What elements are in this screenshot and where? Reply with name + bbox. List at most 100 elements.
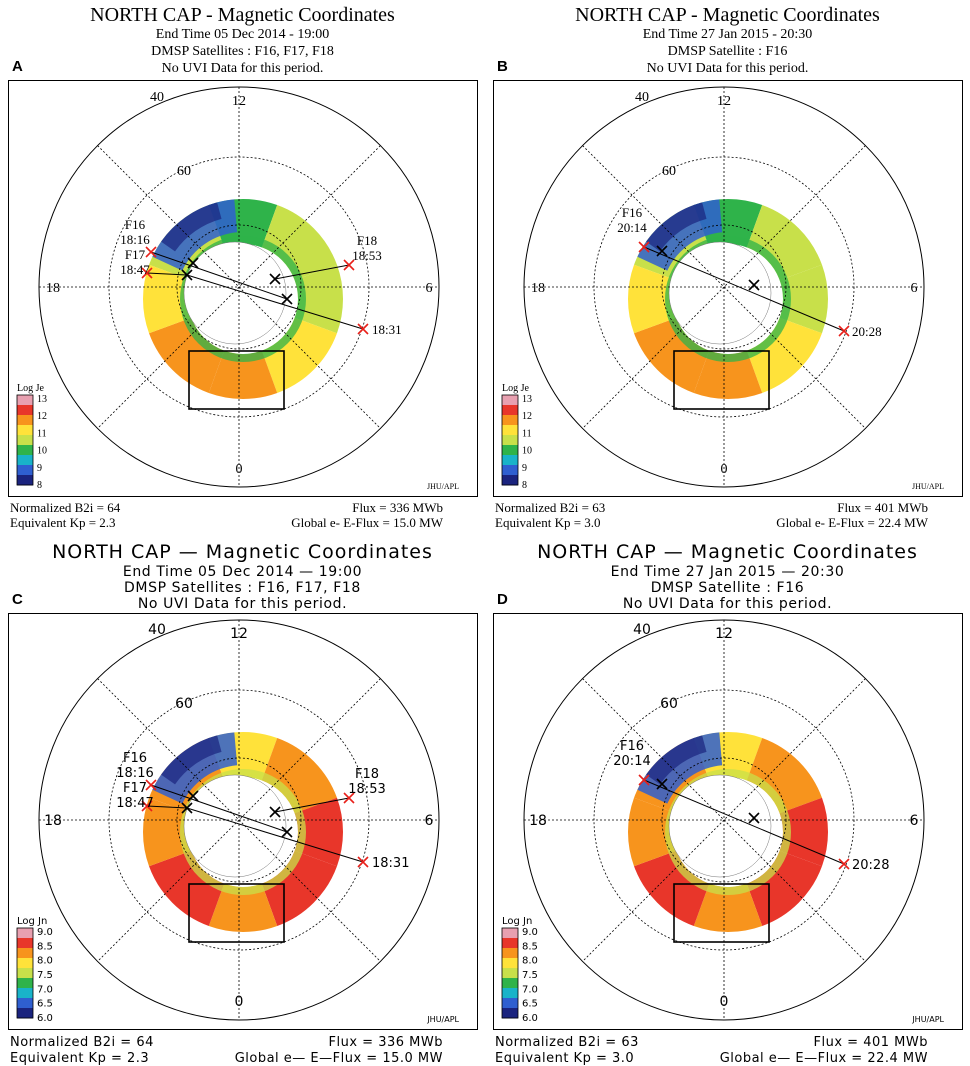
legend-swatch [502, 948, 518, 959]
oval-sector [779, 299, 828, 334]
b2i-value: 63 [621, 1035, 639, 1050]
oval-sector [149, 317, 225, 393]
track-label-time: 18:47 [116, 796, 153, 811]
track-line [643, 779, 845, 865]
legend-tick: 7.5 [37, 970, 53, 981]
panel-uvi-note: No UVI Data for this period. [622, 596, 833, 612]
track-label-time: 18:31 [372, 856, 409, 871]
kp-label: Equivalent Kp = [10, 515, 97, 530]
eflux-value: 15.0 MW [382, 1051, 443, 1066]
legend-swatch [502, 958, 518, 969]
kp-value: 2.3 [127, 1051, 150, 1066]
panel-a: NORTH CAP - Magnetic Coordinates End Tim… [0, 0, 485, 532]
kp-value: 3.0 [584, 515, 601, 530]
polar-plot: 12 18 6 0 40 60 F16 20:14 20:28 Log Jn 9.0 8.5 8.0 7.… [493, 613, 963, 1030]
oval-sector [693, 883, 763, 932]
flux-label: Flux = [837, 500, 872, 515]
legend-swatch [502, 938, 518, 949]
oval-sector [634, 850, 710, 926]
region-box [188, 350, 285, 410]
oval-sector [208, 350, 278, 399]
legend-tick: 10 [37, 446, 47, 457]
eflux-readout: Global e- E-Flux = 15.0 MW [291, 515, 443, 531]
track-start-marker [141, 800, 153, 812]
legend-frame [16, 394, 34, 486]
latitude-label-60: 60 [660, 696, 678, 712]
track-label-time: 20:14 [617, 220, 647, 235]
oval-sector [779, 832, 828, 867]
kp-readout: Equivalent Kp = 2.3 [10, 1051, 149, 1066]
track-start-marker [638, 774, 650, 786]
track-line [274, 264, 350, 280]
flux-value: 336 MWb [389, 500, 443, 515]
legend-tick: 8.0 [522, 956, 538, 967]
oval-sector [261, 738, 337, 814]
legend-tick: 11 [522, 428, 532, 439]
track-crossing-marker [269, 273, 281, 285]
legend-tick: 7.0 [37, 984, 53, 995]
legend-swatch [17, 948, 33, 959]
legend-title: Log Jn [502, 916, 532, 927]
oval-sector [143, 797, 192, 867]
mlt-label-0: 0 [721, 462, 728, 477]
oval-sector [779, 264, 828, 299]
panel-satellites: DMSP Satellites : F16, F17, F18 [151, 44, 334, 59]
track-line [274, 797, 350, 813]
region-box [673, 350, 770, 410]
track-crossing-marker [187, 790, 199, 802]
credit-label: JHU/APL [427, 482, 459, 491]
eflux-label: Global e— E—Flux = [719, 1051, 863, 1066]
legend-tick: 9.0 [37, 927, 53, 938]
oval-sector [646, 202, 707, 252]
mlt-label-0: 0 [236, 462, 243, 477]
panel-d: NORTH CAP — Magnetic Coordinates End Tim… [485, 533, 970, 1066]
b2i-label: Normalized B2i = [10, 500, 104, 515]
mlt-label-0: 0 [720, 994, 729, 1010]
panel-letter: B [497, 58, 508, 75]
color-legend: Log Jn9.0 8.5 8.0 7.5 7.0 6.5 6.0 [501, 916, 538, 1024]
legend-swatch [502, 395, 518, 406]
oval-sector [693, 350, 763, 399]
oval-sector [149, 850, 225, 926]
kp-label: Equivalent Kp = [10, 1051, 123, 1066]
legend-tick: 10 [522, 446, 532, 457]
b2i-label: Normalized B2i = [10, 1035, 132, 1050]
polar-cap [668, 241, 772, 345]
credit-label: JHU/APL [912, 482, 944, 491]
oval-sector [143, 264, 192, 334]
oval-sector [294, 264, 343, 299]
kp-value: 3.0 [612, 1051, 635, 1066]
oval-inner-rim [665, 769, 791, 895]
b2i-readout: Normalized B2i = 64 [10, 1035, 154, 1050]
legend-tick: 8.5 [37, 941, 53, 952]
mlt-grid-line [97, 678, 381, 962]
legend-swatch [502, 465, 518, 476]
track-crossing-marker [748, 812, 760, 824]
polar-plot: 12 18 6 0 40 60 F16 18:16 F17 18:47 F18 18:53 18:31 L… [8, 613, 478, 1030]
panel-satellites: DMSP Satellite : F16 [667, 44, 788, 59]
polar-cap [668, 774, 772, 878]
b2i-value: 64 [107, 500, 121, 515]
auroral-oval [143, 732, 343, 932]
region-box [188, 883, 285, 943]
latitude-label-40: 40 [150, 90, 164, 105]
legend-tick: 6.0 [37, 1013, 53, 1024]
panel-satellites: DMSP Satellite : F16 [650, 580, 805, 596]
mlt-label-18: 18 [46, 281, 60, 296]
legend-tick: 7.0 [522, 984, 538, 995]
legend-tick: 12 [522, 411, 532, 422]
oval-sector [161, 202, 222, 252]
eflux-value: 15.0 MW [393, 515, 443, 530]
track-start-marker [638, 241, 650, 253]
legend-tick: 9 [522, 463, 527, 474]
panel-end-time: End Time 27 Jan 2015 — 20:30 [610, 564, 845, 580]
track-end-marker [838, 325, 850, 337]
mlt-label-18: 18 [531, 281, 545, 296]
polar-plot: 12 18 6 0 40 60 F16 20:14 20:28 Log Je 13 12 11 10 9 8 J… [493, 80, 963, 497]
flux-readout: Flux = 401 MWb [814, 1035, 928, 1050]
eflux-label: Global e— E—Flux = [234, 1051, 378, 1066]
panel-letter: C [12, 591, 23, 608]
